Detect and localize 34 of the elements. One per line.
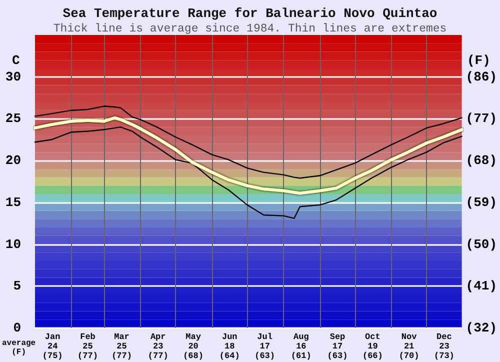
y-tick-label: 0	[13, 320, 22, 336]
y-axis-title: C	[12, 53, 20, 68]
x-tick-label: Jun 18 (64)	[219, 332, 240, 361]
x-tick-label: Oct 19 (66)	[362, 332, 383, 361]
y2-tick-label: (50)	[466, 236, 498, 252]
x-tick-label: May 20 (68)	[183, 332, 204, 361]
x-tick-label: Sep 17 (63)	[327, 332, 348, 361]
line-series	[34, 116, 464, 195]
y-tick-label: 20	[5, 153, 22, 168]
line-series	[34, 126, 462, 219]
y-tick-label: 10	[5, 236, 22, 252]
y-tick-label: 30	[5, 69, 22, 84]
x-tick-label: Aug 16 (61)	[290, 332, 312, 361]
y-tick-label: 15	[5, 194, 22, 210]
y-tick-label: 25	[5, 111, 22, 126]
line-series	[34, 106, 462, 179]
x-tick-label: Jan 24 (75)	[42, 332, 63, 361]
y-tick-label: 5	[13, 278, 22, 294]
x-tick-label: Nov 21 (70)	[398, 332, 420, 361]
y2-tick-label: (41)	[466, 278, 498, 294]
x-tick-label: Dec 23 (73)	[434, 332, 454, 361]
y2-tick-label: (59)	[466, 194, 498, 210]
y2-axis-title: (F)	[467, 53, 490, 68]
chart-title: Sea Temperature Range for Balneario Novo Quintao	[62, 6, 438, 21]
text: average (F)	[2, 339, 36, 357]
x-tick-label: Feb 25 (77)	[78, 332, 98, 361]
y2-tick-label: (77)	[466, 111, 498, 126]
y2-tick-label: (68)	[466, 153, 498, 168]
chart-subtitle: Thick line is average since 1984. Thin lines are extremes	[53, 22, 447, 36]
y2-tick-label: (86)	[466, 69, 498, 84]
x-tick-label: Jul 17 (63)	[254, 332, 276, 361]
x-tick-label: Apr 23 (77)	[148, 332, 168, 361]
y2-tick-label: (32)	[466, 320, 498, 336]
x-tick-label: Mar 25 (77)	[112, 332, 132, 361]
